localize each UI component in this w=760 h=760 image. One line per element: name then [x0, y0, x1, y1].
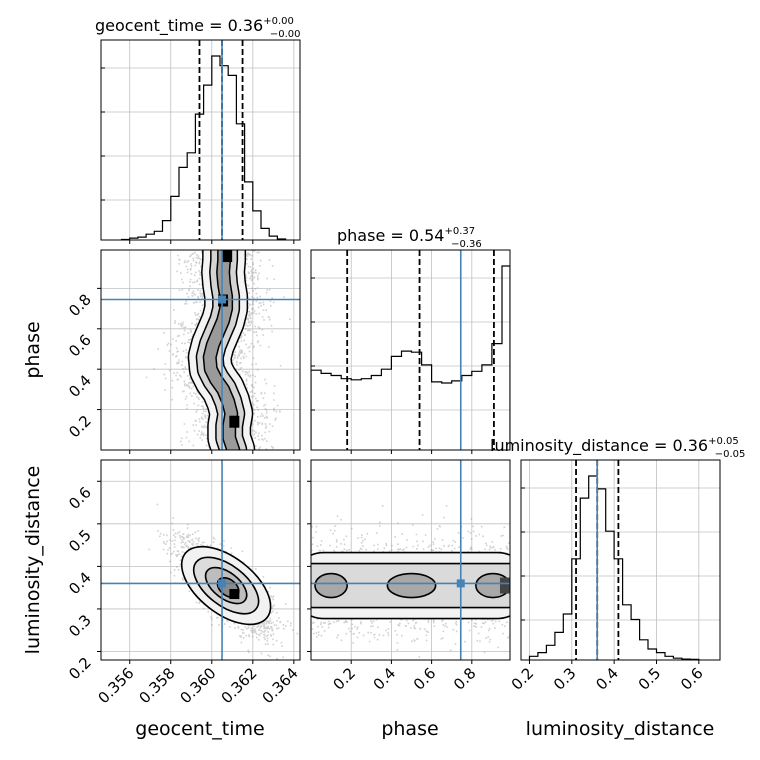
x-tick-label: 0.3 — [550, 664, 580, 694]
x-tick-label: 0.6 — [677, 664, 707, 694]
y-tick-label: 0.2 — [65, 654, 95, 684]
x-tick-label: 0.6 — [410, 664, 440, 694]
x-tick-label: 0.2 — [508, 664, 538, 694]
title-geocent_time: geocent_time = 0.36+0.00 −0.00 — [95, 16, 301, 40]
y-tick-label: 0.6 — [65, 331, 95, 361]
y-tick-label: 0.3 — [65, 611, 95, 641]
density-peak — [222, 250, 233, 263]
x-tick-label: 0.4 — [370, 664, 400, 694]
panel-luminosity_distance-vs-phase: 0.2 0.4 0.6 0.8 — [307, 459, 511, 694]
hist-geocent_time-frame — [100, 39, 301, 241]
density-contour — [204, 250, 239, 450]
histogram-geocent_time — [120, 55, 287, 240]
y-tick-label: 0.5 — [65, 526, 95, 556]
xlabel-phase: phase — [381, 718, 438, 740]
x-tick-label: 0.364 — [259, 664, 302, 707]
hist-phase-frame — [310, 249, 511, 451]
panel-bg — [521, 460, 720, 660]
truth-marker — [456, 579, 465, 588]
ylabel-luminosity_distance: luminosity_distance — [22, 466, 44, 655]
histogram-phase — [311, 265, 510, 450]
title-luminosity_distance: luminosity_distance = 0.36+0.05 −0.05 — [490, 436, 745, 460]
panel-bg — [311, 250, 510, 450]
y-tick-label: 0.8 — [65, 290, 95, 320]
panel-luminosity_distance-hist: 0.2 0.3 0.4 0.5 0.6 — [508, 459, 721, 694]
y-tick-label: 0.2 — [65, 412, 95, 442]
title-phase: phase = 0.54+0.37 −0.36 — [337, 226, 482, 250]
panel-geocent_time-hist — [100, 39, 301, 244]
x-tick-label: 0.8 — [450, 664, 480, 694]
density-peak — [499, 577, 510, 594]
x-tick-label: 0.356 — [94, 664, 137, 707]
panel-phase-vs-geocent_time: 0.2 0.4 0.6 0.8 — [65, 249, 301, 454]
y-tick-label: 0.4 — [65, 568, 95, 598]
x-tick-label: 0.4 — [592, 664, 622, 694]
truth-marker — [218, 579, 227, 588]
x-tick-label: 0.360 — [177, 664, 220, 707]
x-tick-label: 0.362 — [218, 664, 261, 707]
histogram-luminosity_distance — [528, 475, 700, 660]
density-peak — [229, 415, 240, 428]
density-contour — [386, 572, 437, 599]
xlabel-luminosity_distance: luminosity_distance — [526, 718, 715, 740]
y-tick-label: 0.4 — [65, 371, 95, 401]
luminosity_distance-vs-phase-frame — [310, 459, 511, 661]
density-peak — [229, 589, 240, 600]
density-contour — [314, 572, 348, 599]
phase-vs-geocent_time-frame — [100, 249, 301, 451]
panel-bg — [101, 40, 300, 240]
panel-phase-hist — [310, 249, 511, 454]
x-tick-label: 0.5 — [635, 664, 665, 694]
truth-marker — [218, 295, 227, 304]
y-tick-label: 0.6 — [65, 483, 95, 513]
hist-luminosity_distance-frame — [520, 459, 721, 661]
luminosity_distance-vs-geocent_time-frame — [100, 459, 301, 661]
xlabel-geocent_time: geocent_time — [135, 718, 264, 740]
x-tick-label: 0.2 — [329, 664, 359, 694]
ylabel-phase: phase — [22, 321, 44, 378]
x-tick-label: 0.358 — [135, 664, 178, 707]
